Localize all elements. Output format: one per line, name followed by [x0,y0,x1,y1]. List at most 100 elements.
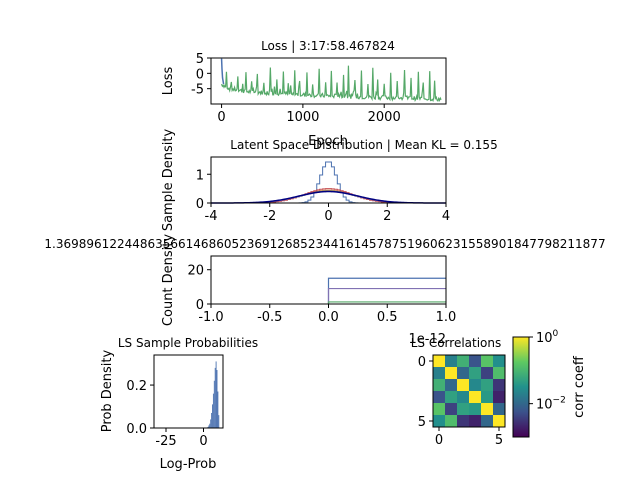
corr-cell [493,355,506,368]
probs-ticks: -25 0 0.0 0.2 [126,379,207,449]
corr-cell [457,391,470,404]
count-xtick-label: 1.0 [436,310,457,325]
probs-bar [208,425,210,428]
corr-cell [445,379,458,392]
loss-xtick-label: 0 [217,110,225,125]
probs-bar [210,419,212,428]
corr-title: LS Correlations [411,336,502,350]
loss-plot-area [220,58,442,103]
probs-bar [217,391,219,428]
corr-cell [457,379,470,392]
corr-colorbar [512,336,530,438]
loss-ytick-label: 0 [196,67,204,82]
colorbar-tick-label: 10−2 [536,396,566,413]
colorbar-label: corr coeff [572,355,587,418]
corr-cell [445,391,458,404]
latent-ytick-label: 0 [196,197,204,212]
probs-xlabel: Log-Prob [160,457,217,472]
probs-bar [209,423,211,428]
corr-cell [445,367,458,380]
loss-title: Loss | 3:17:58.467824 [261,39,395,53]
corr-heatmap [433,355,506,428]
loss-frame [210,57,447,105]
loss-series-line [220,58,225,85]
latent-ylabel: Sample Density [161,129,176,232]
corr-cell [445,403,458,416]
corr-cell [433,379,446,392]
corr-cell [469,391,482,404]
latent-frame [210,156,447,204]
count-offset-text: 1e-12 [408,332,446,347]
corr-cell [493,367,506,380]
latent-series-line [210,190,447,204]
corr-cell [481,355,494,368]
latent-xtick-label: -4 [205,209,218,224]
corr-xtick-label: 0 [435,433,443,448]
corr-cell [433,367,446,380]
corr-cell [481,367,494,380]
count-ytick-label: 20 [187,264,204,279]
corr-frame [432,354,506,428]
corr-cell [469,415,482,428]
latent-xtick-label: 2 [383,209,391,224]
corr-cell [481,403,494,416]
corr-ytick-label: 5 [418,415,426,430]
count-plot-area [327,277,446,304]
probs-bar [213,380,215,428]
count-ytick-label: 0 [196,298,204,313]
latent-series-line [210,190,444,204]
latent-plot-area [210,161,447,204]
corr-cell [445,415,458,428]
count-title: 1.36989612244863566146860523691268523441… [44,237,605,251]
corr-cell [493,379,506,392]
probs-frame [153,354,224,429]
corr-cell [433,355,446,368]
count-ticks: -1.0 -0.5 0.0 0.5 1.0 0 20 [187,264,456,325]
corr-cell [493,415,506,428]
colorbar-ticks: 100 10−2 [529,329,566,413]
probs-bar [214,367,216,428]
corr-cell [457,415,470,428]
loss-ylabel: Loss [161,67,176,96]
probs-axes: LS Sample Probabilities -25 0 0.0 0.2 Prob … [100,336,258,472]
count-ylabel: Count Density [161,234,176,326]
corr-cell [457,403,470,416]
latent-title: Latent Space Distribution | Mean KL = 0.… [230,138,497,152]
probs-bar [216,370,218,428]
latent-xtick-label: 4 [442,209,450,224]
latent-axes: Latent Space Distribution | Mean KL = 0.… [161,129,498,232]
count-series-line [327,277,446,304]
probs-bar [212,404,213,428]
corr-cell [469,367,482,380]
probs-xtick-label: 0 [199,434,207,449]
probs-bar [218,415,220,428]
latent-series-line [211,161,444,204]
loss-xtick-label: 2000 [368,110,401,125]
probs-bar [207,426,209,428]
count-xtick-label: 0.5 [377,310,398,325]
corr-xtick-label: 5 [495,433,503,448]
probs-title: LS Sample Probabilities [118,336,258,350]
probs-bar [215,361,217,428]
corr-cell [481,379,494,392]
count-xtick-label: 0.0 [318,310,339,325]
loss-xlabel: Epoch [308,134,348,149]
corr-cell [469,403,482,416]
count-axes: 1.36989612244863566146860523691268523441… [44,234,605,347]
corr-cell [493,391,506,404]
corr-cell [433,415,446,428]
latent-ytick-label: 1 [196,168,204,183]
corr-ytick-label: 0 [418,355,426,370]
latent-series-line [210,191,444,204]
colorbar-tick-label: 100 [536,329,559,346]
loss-ytick-label: 5 [196,52,204,67]
probs-ytick-label: 0.2 [126,379,147,394]
latent-xtick-label: 0 [324,209,332,224]
probs-ylabel: Prob Density [100,349,115,432]
corr-cell [481,391,494,404]
probs-ytick-label: 0.0 [126,422,147,437]
